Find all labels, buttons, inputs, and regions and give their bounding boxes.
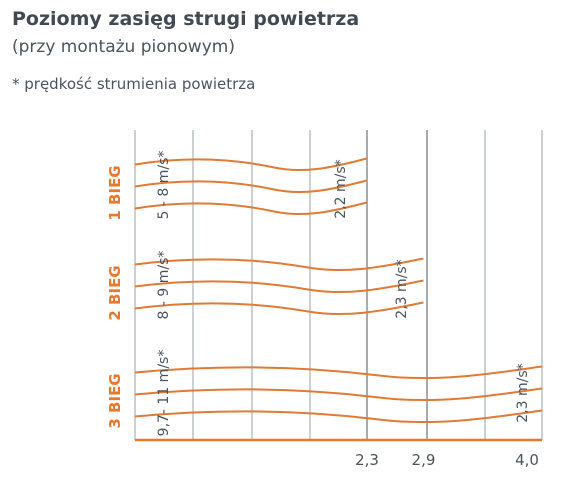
end-speed-label: 2,3 m/s* bbox=[394, 259, 410, 318]
end-speed-label: 2,3 m/s* bbox=[515, 363, 531, 422]
start-speed-label: 5 - 8 m/s* bbox=[156, 151, 172, 220]
x-tick-label: 4,0 bbox=[515, 451, 539, 469]
airflow-line bbox=[134, 387, 543, 402]
gear-label: 3 BIEG bbox=[106, 373, 124, 428]
speed-footnote: * prędkość strumienia powietrza bbox=[12, 75, 256, 93]
airflow-line bbox=[134, 201, 368, 215]
x-tick-label: 2,9 bbox=[412, 451, 436, 469]
airflow-line bbox=[134, 409, 543, 424]
airflow-line bbox=[134, 257, 424, 271]
airflow-line bbox=[134, 179, 368, 193]
chart-title: Poziomy zasięg strugi powietrza bbox=[12, 8, 360, 30]
gear-label: 2 BIEG bbox=[106, 265, 124, 320]
end-speed-label: 2,2 m/s* bbox=[333, 159, 349, 218]
gear-label: 1 BIEG bbox=[106, 165, 124, 220]
x-tick-label: 2,3 bbox=[355, 451, 379, 469]
start-speed-label: 8 - 9 m/s* bbox=[156, 251, 172, 320]
airflow-line bbox=[134, 301, 424, 315]
airflow-line bbox=[134, 157, 368, 171]
airflow-line bbox=[134, 365, 543, 380]
start-speed-label: 9,7- 11 m/s* bbox=[156, 350, 172, 437]
chart-subtitle: (przy montażu pionowym) bbox=[12, 37, 235, 57]
airflow-line bbox=[134, 279, 424, 293]
